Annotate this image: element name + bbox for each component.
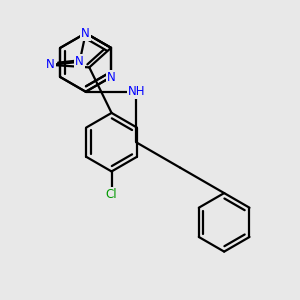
Text: N: N [107, 70, 116, 84]
Text: N: N [81, 27, 90, 40]
Text: Cl: Cl [106, 188, 117, 201]
Text: N: N [75, 55, 84, 68]
Text: NH: NH [128, 85, 145, 98]
Text: N: N [46, 58, 55, 71]
